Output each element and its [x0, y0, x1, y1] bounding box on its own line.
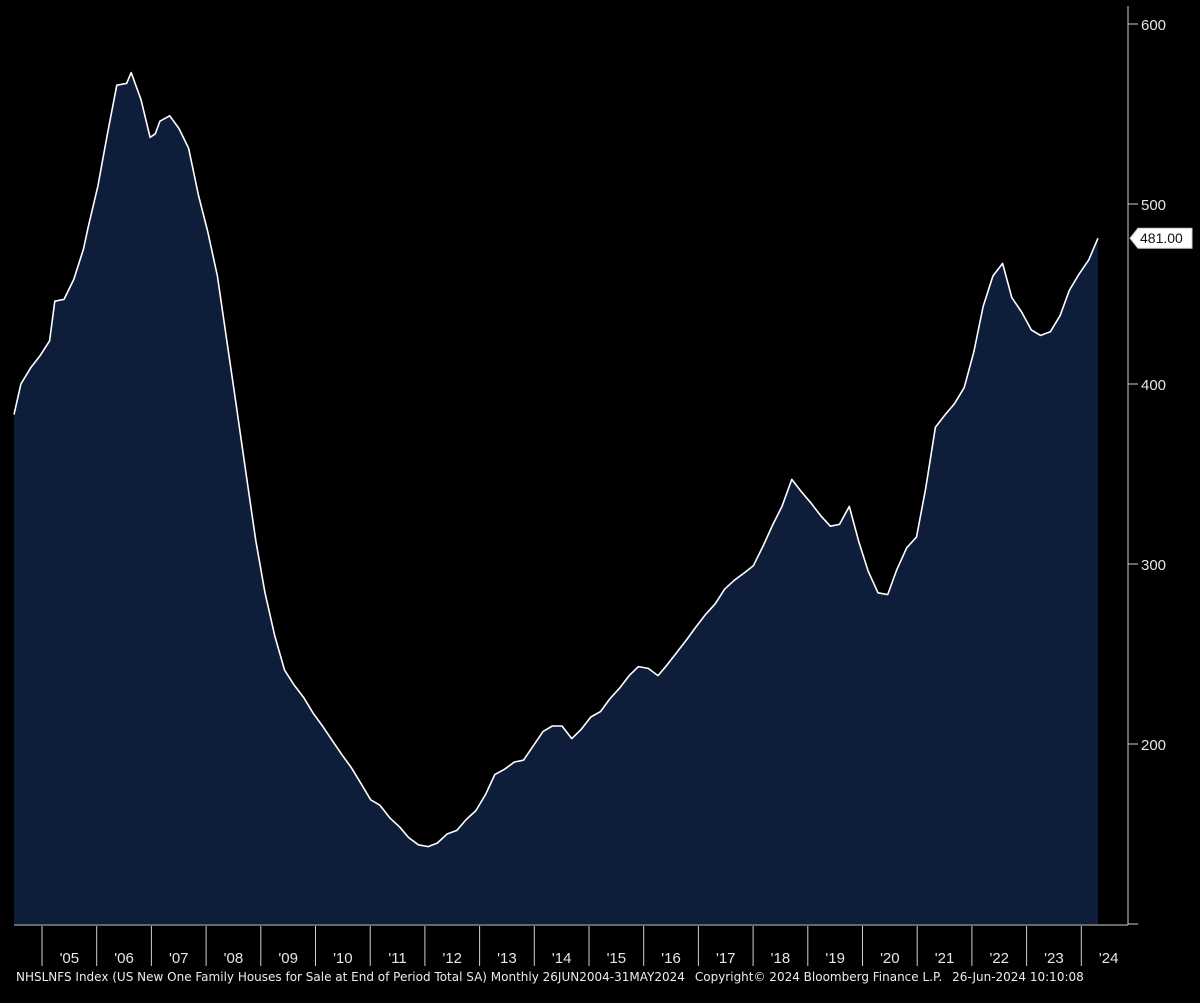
x-tick-label: '21: [935, 950, 955, 967]
last-value-box: [1129, 227, 1193, 249]
y-tick-label: 400: [1141, 377, 1166, 394]
x-tick-label: '14: [552, 950, 572, 967]
footer-index-text: NHSLNFS Index (US New One Family Houses …: [16, 970, 685, 984]
x-tick-label: '16: [661, 950, 681, 967]
last-value-label: 481.00: [1140, 230, 1183, 246]
x-tick-label: '09: [278, 950, 298, 967]
x-tick-label: '07: [169, 950, 189, 967]
x-tick-label: '20: [880, 950, 900, 967]
series-line: [13, 71, 1099, 848]
y-tick-label: 600: [1141, 17, 1166, 34]
x-tick-label: '08: [224, 950, 244, 967]
y-tick-label: 500: [1141, 197, 1166, 214]
x-tick-label: '19: [825, 950, 845, 967]
x-tick-label: '24: [1099, 950, 1119, 967]
last-value-marker: 481.00: [1129, 227, 1193, 249]
x-tick-label: '11: [388, 950, 406, 967]
x-tick-label: '12: [442, 950, 462, 967]
series-area-fill: [14, 72, 1098, 925]
y-tick-label: 300: [1141, 557, 1166, 574]
chart-footer: NHSLNFS Index (US New One Family Houses …: [16, 970, 1188, 990]
footer-timestamp: 26-Jun-2024 10:10:08: [952, 970, 1084, 984]
x-tick-label: '15: [607, 950, 627, 967]
x-tick-label: '10: [333, 950, 353, 967]
y-tick-label: 200: [1141, 737, 1166, 754]
x-tick-label: '17: [716, 950, 736, 967]
x-tick-label: '18: [771, 950, 791, 967]
x-tick-label: '23: [1044, 950, 1064, 967]
footer-copyright: Copyright© 2024 Bloomberg Finance L.P.: [694, 970, 943, 984]
x-tick-label: '13: [497, 950, 517, 967]
x-tick-label: '22: [989, 950, 1009, 967]
x-tick-label: '06: [114, 950, 134, 967]
x-tick-label: '05: [60, 950, 80, 967]
